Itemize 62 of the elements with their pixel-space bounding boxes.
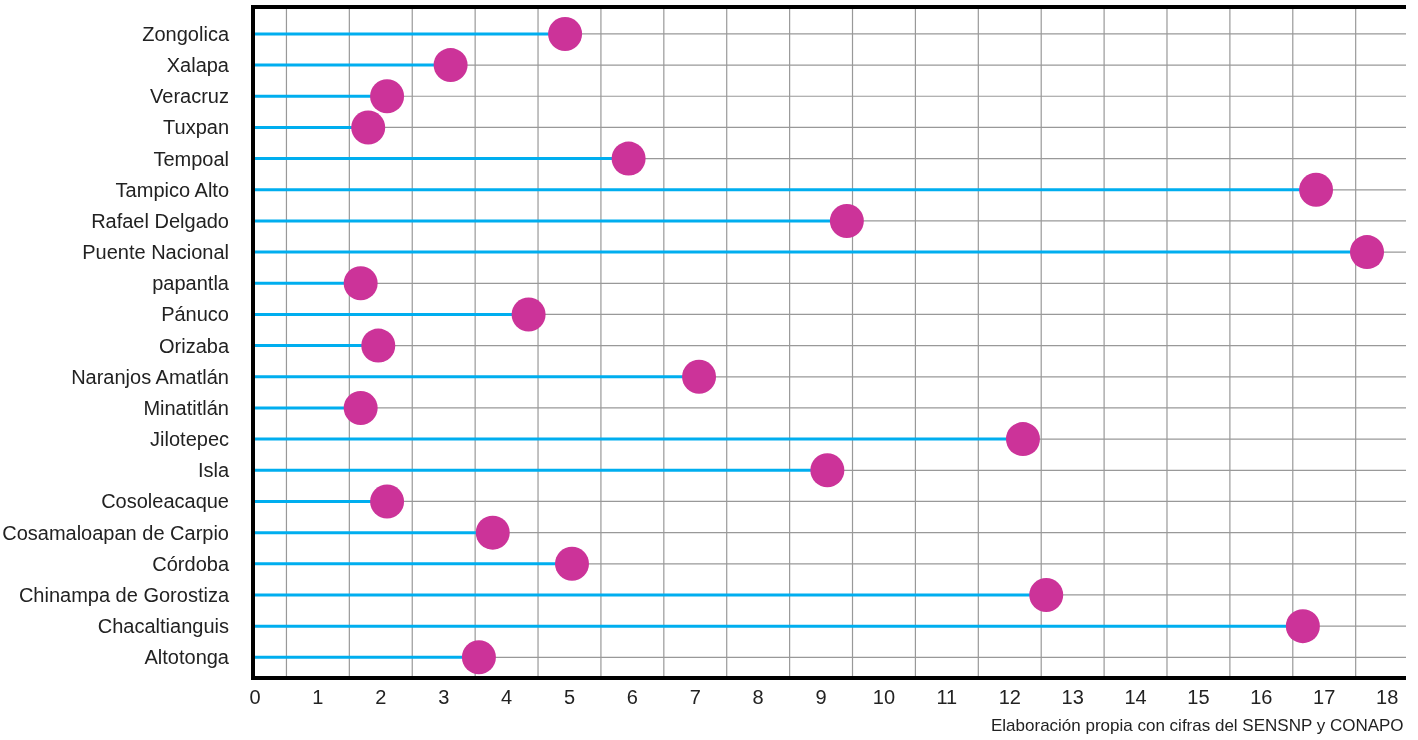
text: Elaboración propia con cifras del SENSNP y CONAPO: [991, 716, 1404, 735]
point: [810, 453, 845, 488]
x-tick-label: 14: [1124, 686, 1147, 708]
y-tick-label: Tampico Alto: [115, 178, 229, 201]
y-tick-label: Naranjos Amatlán: [71, 365, 229, 388]
point: [370, 484, 405, 519]
y-tick-label: Pánuco: [161, 303, 229, 326]
x-tick-label: 5: [563, 686, 576, 708]
y-tick-label: Cosamaloapan de Carpio: [2, 521, 229, 544]
point: [511, 297, 546, 332]
y-tick-label: Chacaltianguis: [97, 615, 229, 638]
point: [611, 141, 646, 176]
point: [555, 546, 589, 581]
y-tick-label: Xalapa: [166, 54, 230, 77]
x-tick-label: 1: [312, 686, 324, 708]
x-tick-label: 18: [1376, 686, 1399, 708]
point: [361, 328, 396, 363]
y-tick-label: Veracruz: [150, 85, 229, 108]
y-tick-label: Jilotepec: [150, 428, 229, 451]
y-tick-label: Altotonga: [144, 646, 230, 669]
y-tick-label: Orizaba: [158, 334, 230, 357]
point: [343, 266, 378, 301]
x-tick-label: 3: [438, 686, 450, 708]
point: [433, 48, 468, 83]
x-tick-label: 4: [501, 686, 513, 708]
point: [1005, 422, 1040, 457]
point: [351, 110, 386, 145]
point: [343, 390, 378, 425]
x-tick-label: 8: [752, 686, 764, 708]
y-tick-label: Cosoleacaque: [101, 490, 229, 513]
x-tick-label: 17: [1313, 686, 1336, 708]
point: [370, 79, 405, 114]
y-tick-label: papantla: [152, 272, 230, 295]
y-tick-label: Puente Nacional: [82, 241, 229, 264]
y-tick-label: Tuxpan: [163, 116, 229, 139]
point: [1350, 235, 1384, 270]
x-tick-label: 11: [936, 686, 958, 708]
y-tick-label: Chinampa de Gorostiza: [18, 583, 230, 606]
point: [1285, 609, 1320, 644]
point: [1029, 577, 1064, 612]
point: [682, 359, 717, 394]
x-tick-label: 16: [1250, 686, 1273, 708]
point: [829, 203, 864, 238]
y-tick-label: Rafael Delgado: [91, 209, 229, 232]
y-tick-label: Córdoba: [152, 552, 230, 575]
x-tick-label: 10: [872, 686, 896, 708]
x-tick-label: 15: [1187, 686, 1210, 708]
y-tick-label: Isla: [197, 459, 230, 482]
x-tick-label: 6: [626, 686, 638, 708]
point: [548, 16, 583, 51]
point: [475, 515, 510, 550]
x-tick-label: 2: [375, 686, 387, 708]
point: [1299, 172, 1334, 207]
x-tick-label: 7: [689, 686, 701, 708]
x-tick-label: 13: [1061, 686, 1084, 708]
y-tick-label: Zongolica: [142, 22, 230, 45]
x-tick-label: 12: [998, 686, 1021, 708]
y-tick-label: Tempoal: [153, 147, 229, 170]
point: [461, 640, 496, 675]
x-tick-label: 9: [815, 686, 827, 708]
x-tick-label: 0: [249, 686, 261, 708]
y-tick-label: Minatitlán: [143, 396, 229, 419]
